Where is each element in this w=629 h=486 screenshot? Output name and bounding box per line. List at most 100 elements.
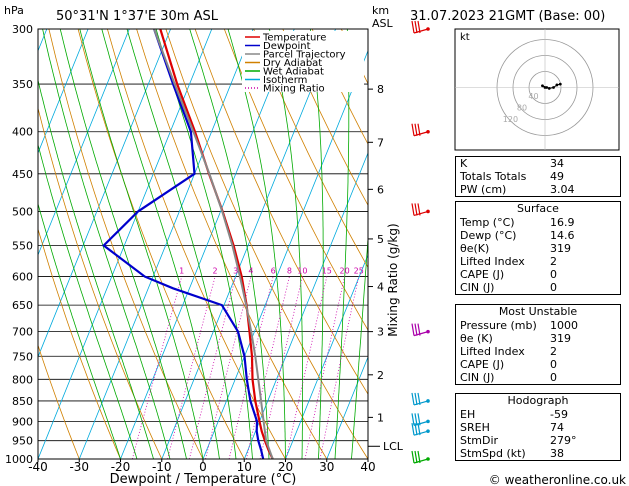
mu-cape-label: CAPE (J) [460, 358, 505, 371]
surface-li-value: 2 [550, 255, 557, 268]
wind-barb-dot [426, 129, 430, 134]
mu-li-label: Lifted Index [460, 345, 525, 358]
wet-adiabat [309, 29, 324, 459]
wind-barb-feather [417, 123, 421, 136]
wind-barb-feather [411, 423, 415, 436]
surface-temp-label: Temp (°C) [460, 216, 515, 229]
dry-adiabat [38, 344, 80, 459]
temperature-tick--30: -30 [69, 460, 89, 474]
wet-adiabat [227, 29, 286, 459]
k-value: 34 [550, 157, 564, 170]
dry-adiabat [194, 29, 368, 395]
dry-adiabat [48, 29, 204, 459]
legend-label-dewpoint: Dewpoint [263, 41, 311, 52]
temperature-tick-20: 20 [278, 460, 293, 474]
wind-barb-feather [411, 20, 415, 34]
mixing-ratio-line-1 [131, 276, 183, 459]
wet-adiabat [42, 29, 171, 459]
mu-title: Most Unstable [498, 305, 578, 318]
legend-label-temperature: Temperature [262, 33, 326, 44]
isotherm [38, 29, 213, 459]
wind-barb-dot [426, 399, 430, 403]
dry-adiabat [282, 29, 368, 207]
wind-barb-dot [426, 27, 430, 31]
mixing-ratio-label-10: 10 [297, 267, 307, 276]
wind-barb-feather [417, 203, 421, 216]
km-tick-4: 4 [377, 281, 384, 294]
legend-label-wet-adiabat: Wet Adiabat [263, 67, 324, 78]
wind-barb-feather [414, 413, 418, 426]
isotherm [243, 151, 368, 459]
hodograph-ring-label-40: 40 [528, 92, 538, 101]
km-tick-2: 2 [377, 369, 384, 382]
legend-label-dry-adiabat: Dry Adiabat [263, 58, 322, 69]
hpa-label: hPa [4, 4, 24, 17]
wind-barb-feather [414, 450, 418, 464]
pressure-tick-700: 700 [12, 326, 33, 339]
surface-cape-value: 0 [550, 268, 557, 281]
surface-theta-label: θe(K) [460, 242, 490, 255]
km-tick-3: 3 [377, 326, 384, 339]
datetime-title: 31.07.2023 21GMT (Base: 00) [410, 9, 605, 24]
mixing-ratio-line-25 [319, 276, 360, 459]
surface-table: Surface Temp (°C) 16.9 Dewp (°C) 14.6 θe(K… [455, 201, 621, 295]
mu-pres-label: Pressure (mb) [460, 319, 537, 332]
wet-adiabat [59, 29, 187, 459]
hodograph-point [558, 82, 562, 86]
mixing-ratio-line-6 [228, 276, 274, 459]
surface-dewp-label: Dewp (°C) [460, 229, 517, 242]
hodograph-ring-label-80: 80 [517, 104, 527, 113]
wind-barb-feather [411, 392, 415, 406]
wet-adiabat [269, 29, 303, 459]
km-tick-8: 8 [377, 83, 384, 96]
temperature-tick-30: 30 [319, 460, 334, 474]
mu-li-value: 2 [550, 345, 557, 358]
km-tick-5: 5 [377, 233, 384, 246]
wind-barb-850 [411, 392, 430, 406]
mixing-ratio-label-4: 4 [248, 267, 253, 276]
mixing-ratio-label-1: 1 [179, 267, 184, 276]
dry-adiabat [165, 29, 368, 459]
profiles [102, 29, 274, 459]
hodograph-point [545, 86, 549, 89]
wind-barb-feather [414, 392, 418, 406]
eh-label: EH [460, 408, 476, 421]
hodograph-point [555, 83, 559, 87]
wind-barb-1000 [411, 450, 430, 464]
dry-adiabat [136, 29, 328, 459]
pressure-tick-950: 950 [12, 435, 33, 448]
stmspd-label: StmSpd (kt) [460, 447, 526, 460]
isotherm [326, 355, 368, 459]
temperature-tick--10: -10 [152, 460, 172, 474]
pw-label: PW (cm) [460, 183, 507, 196]
wind-barb-feather [414, 323, 418, 336]
isotherm [202, 49, 368, 459]
dry-adiabat [38, 227, 121, 459]
sreh-label: SREH [460, 421, 490, 434]
pw-value: 3.04 [550, 183, 575, 196]
pressure-tick-600: 600 [12, 271, 33, 284]
dry-adiabat [77, 29, 245, 459]
wind-barb-925 [411, 423, 430, 436]
wind-barb-feather [411, 123, 415, 136]
dry-adiabat [107, 29, 286, 459]
pressure-tick-550: 550 [12, 239, 33, 252]
pressure-tick-350: 350 [12, 78, 33, 91]
temperature-tick-10: 10 [237, 460, 252, 474]
mu-theta-value: 319 [550, 332, 571, 345]
wet-adiabat [189, 29, 270, 459]
mu-pres-value: 1000 [550, 319, 578, 332]
pressure-tick-850: 850 [12, 395, 33, 408]
mixing-ratio-label-8: 8 [287, 267, 292, 276]
mixing-ratio-axis-label: Mixing Ratio (g/kg) [386, 223, 400, 336]
stmdir-label: StmDir [460, 434, 499, 447]
wind-barb-feather [417, 392, 421, 406]
wet-adiabat [101, 29, 220, 459]
mu-cin-value: 0 [550, 371, 557, 384]
wind-barb-feather [417, 20, 421, 34]
isotherm [0, 29, 6, 459]
wind-barb-feather [417, 413, 421, 426]
mixing-ratio-label-20: 20 [339, 267, 349, 276]
